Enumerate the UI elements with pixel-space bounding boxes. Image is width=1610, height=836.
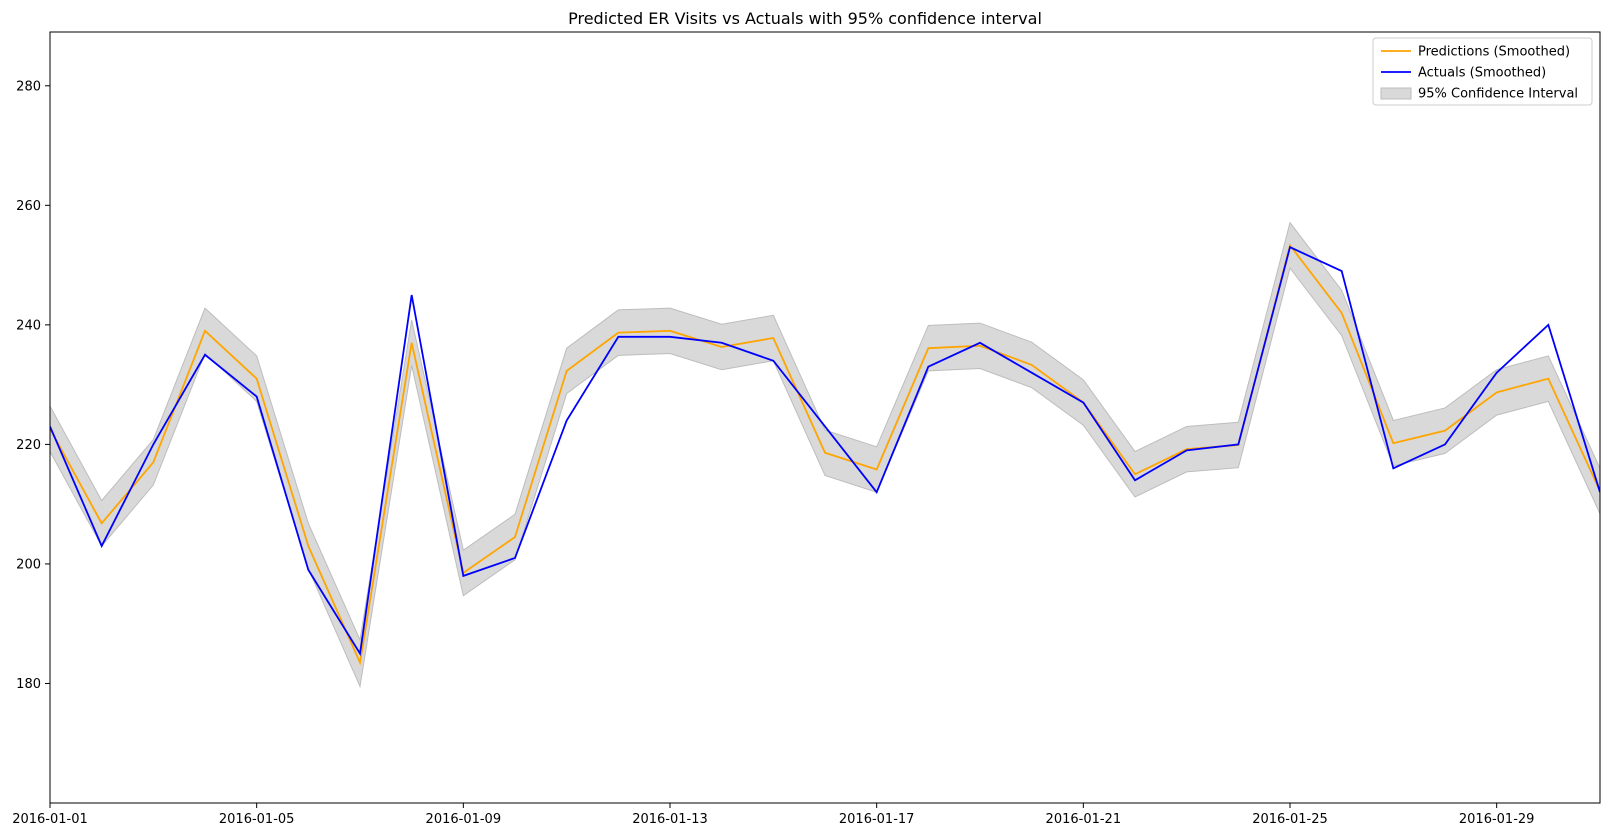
y-axis: 180 200 220 240 260 280 bbox=[16, 79, 50, 692]
x-tick-label: 2016-01-05 bbox=[219, 812, 295, 827]
x-tick-label: 2016-01-17 bbox=[839, 812, 915, 827]
plot-area bbox=[50, 221, 1600, 689]
confidence-band bbox=[50, 221, 1600, 689]
plot-frame bbox=[49, 31, 1601, 804]
x-tick-label: 2016-01-29 bbox=[1459, 812, 1535, 827]
legend-box bbox=[1372, 37, 1593, 106]
x-tick-label: 2016-01-25 bbox=[1252, 812, 1328, 827]
chart-title: Predicted ER Visits vs Actuals with 95% … bbox=[568, 9, 1042, 28]
y-tick-label: 240 bbox=[16, 318, 41, 333]
legend: Predictions (Smoothed) Actuals (Smoothed)… bbox=[1372, 37, 1593, 106]
predictions-line bbox=[50, 243, 1600, 666]
x-tick-label: 2016-01-21 bbox=[1046, 812, 1122, 827]
x-tick-label: 2016-01-09 bbox=[426, 812, 502, 827]
legend-confidence-interval-label: 95% Confidence Interval bbox=[1418, 87, 1578, 102]
y-tick-label: 200 bbox=[16, 557, 41, 572]
x-tick-label: 2016-01-01 bbox=[12, 812, 88, 827]
x-axis: 2016-01-01 2016-01-05 2016-01-09 2016-01-13… bbox=[12, 803, 1534, 827]
legend-actuals-label: Actuals (Smoothed) bbox=[1418, 66, 1546, 81]
y-tick-label: 220 bbox=[16, 438, 41, 453]
y-tick-label: 260 bbox=[16, 199, 41, 214]
legend-confidence-interval-swatch bbox=[1380, 87, 1412, 100]
actuals-line bbox=[50, 245, 1600, 657]
x-tick-label: 2016-01-13 bbox=[632, 812, 708, 827]
y-tick-label: 280 bbox=[16, 79, 41, 94]
legend-predictions-label: Predictions (Smoothed) bbox=[1418, 45, 1570, 60]
y-tick-label: 180 bbox=[16, 677, 41, 692]
